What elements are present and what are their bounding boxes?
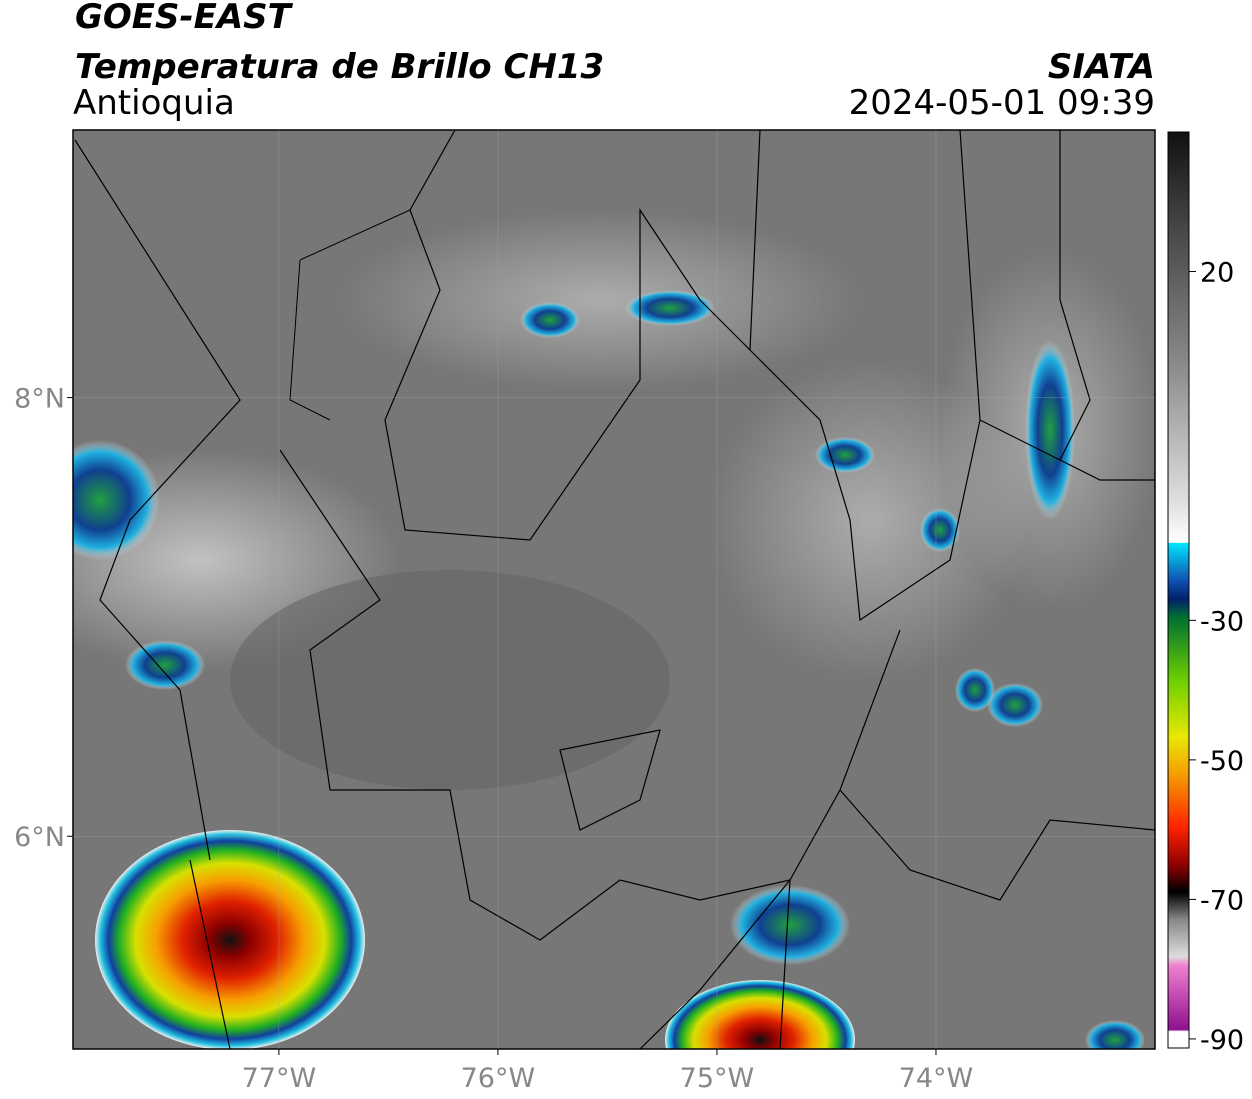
colorbar-tick-label: -70 — [1200, 885, 1244, 916]
x-tick-label: 75°W — [680, 1063, 755, 1094]
title: GOES-EAST — [75, 0, 294, 37]
colorbar-tick-label: -30 — [1200, 606, 1244, 637]
x-tick-label: 74°W — [899, 1063, 974, 1094]
datetime: 2024-05-01 09:39 — [849, 83, 1155, 123]
subtitle: Temperatura de Brillo CH13 — [75, 47, 604, 87]
map-frame — [72, 129, 1156, 1050]
x-tick-label: 76°W — [461, 1063, 536, 1094]
region: Antioquia — [73, 83, 235, 123]
y-tick-label: 8°N — [14, 384, 65, 415]
colorbar — [1167, 131, 1190, 1049]
colorbar-tick-label: 20 — [1200, 258, 1234, 289]
x-tick-label: 77°W — [242, 1063, 317, 1094]
colorbar-tick-label: -90 — [1200, 1025, 1244, 1056]
y-tick-label: 6°N — [14, 822, 65, 853]
source: SIATA — [1048, 47, 1155, 87]
colorbar-tick-label: -50 — [1200, 746, 1244, 777]
satellite-image — [73, 130, 1155, 1049]
